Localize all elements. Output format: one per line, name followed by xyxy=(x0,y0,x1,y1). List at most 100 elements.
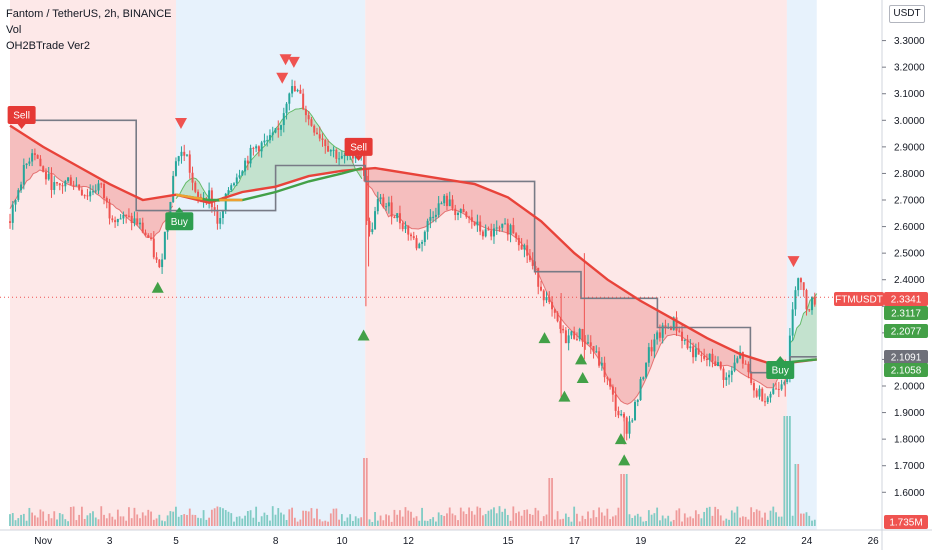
volume-bar xyxy=(61,514,64,526)
volume-bar xyxy=(512,506,515,526)
ma-fill xyxy=(365,168,784,405)
candle-body xyxy=(194,182,197,192)
candle-body xyxy=(761,388,764,402)
y-tick-label: 2.6000 xyxy=(894,222,925,233)
sell-arrow-marker xyxy=(287,56,300,68)
volume-bar xyxy=(520,515,523,526)
candle-body xyxy=(89,191,92,197)
candle-body xyxy=(548,297,551,303)
signal-label-box xyxy=(344,137,373,156)
candle-body xyxy=(324,139,327,147)
candle-body xyxy=(553,309,556,313)
candle-body xyxy=(725,377,728,380)
volume-bar xyxy=(802,513,805,526)
volume-bar xyxy=(625,474,628,526)
price-tag: 2.3117 xyxy=(884,306,928,320)
candle-body xyxy=(67,177,70,182)
candle-body xyxy=(271,132,274,136)
volume-bar xyxy=(578,521,581,526)
volume-bar xyxy=(631,517,634,526)
volume-bar xyxy=(719,515,722,526)
y-tick-label: 1.8000 xyxy=(894,435,925,446)
candle-body xyxy=(611,386,614,395)
volume-bar xyxy=(415,516,418,526)
volume-bar xyxy=(274,514,277,526)
volume-bar xyxy=(376,520,379,526)
volume-bar xyxy=(811,520,813,526)
volume-bar xyxy=(390,521,393,526)
currency-button[interactable]: USDT xyxy=(889,5,925,23)
candle-body xyxy=(578,328,581,339)
candle-body xyxy=(476,221,479,226)
volume-bar xyxy=(139,518,141,526)
volume-bar xyxy=(33,515,36,526)
candle-body xyxy=(716,362,719,366)
candle-body xyxy=(116,218,119,223)
volume-bar xyxy=(636,513,639,526)
candle-body xyxy=(423,231,426,243)
candle-body xyxy=(313,125,316,133)
candle-body xyxy=(780,384,783,390)
candle-body xyxy=(257,146,260,152)
volume-bar xyxy=(241,518,244,526)
candle-body xyxy=(587,342,590,344)
volume-bar xyxy=(230,513,233,526)
candle-body xyxy=(628,421,631,434)
candle-body xyxy=(401,223,404,230)
volume-bar xyxy=(302,510,305,526)
volume-bar xyxy=(412,517,415,526)
candle-body xyxy=(562,328,565,331)
volume-bar xyxy=(316,508,318,526)
buy-arrow-marker xyxy=(357,329,370,341)
candle-body xyxy=(122,214,125,219)
candle-body xyxy=(379,197,382,200)
volume-bar xyxy=(739,517,742,526)
volume-bar xyxy=(89,513,92,526)
volume-bar xyxy=(175,506,177,526)
volume-bar xyxy=(158,514,161,526)
candle-body xyxy=(468,216,471,218)
candle-body xyxy=(371,229,374,233)
candle-body xyxy=(473,221,476,226)
price-tag-text: 2.3117 xyxy=(891,309,921,320)
signal-label-pointer xyxy=(17,123,26,129)
candle-body xyxy=(711,353,714,362)
volume-bar xyxy=(404,507,407,526)
volume-bar xyxy=(661,515,664,526)
volume-bar xyxy=(642,521,645,526)
candle-body xyxy=(343,154,346,157)
volume-bar xyxy=(645,521,647,526)
volume-bar xyxy=(310,508,313,526)
candle-body xyxy=(567,335,570,344)
candle-body xyxy=(487,229,490,231)
volume-bar xyxy=(755,509,758,526)
volume-bar xyxy=(797,464,800,526)
candle-body xyxy=(647,347,650,363)
candle-body xyxy=(197,191,200,197)
price-tag: 2.1091 xyxy=(884,350,928,364)
volume-bar xyxy=(97,519,100,526)
candle-body xyxy=(188,154,191,173)
candle-body xyxy=(177,156,180,162)
candle-body xyxy=(172,175,175,203)
candle-body xyxy=(766,397,769,403)
volume-bar xyxy=(564,513,567,526)
candle-body xyxy=(506,223,509,235)
volume-bar xyxy=(487,510,490,526)
candle-body xyxy=(772,388,775,394)
volume-bar xyxy=(393,509,396,526)
volume-bar xyxy=(664,518,667,526)
candle-body xyxy=(437,203,440,215)
volume-bar xyxy=(736,506,739,526)
candle-body xyxy=(603,362,606,378)
volume-bar xyxy=(714,506,717,526)
candle-body xyxy=(415,238,418,249)
volume-bar xyxy=(484,514,487,526)
volume-bar xyxy=(531,514,534,526)
candle-body xyxy=(775,388,778,390)
candle-body xyxy=(327,146,330,152)
volume-bar xyxy=(506,514,509,526)
candle-body xyxy=(531,260,534,267)
trend-zones xyxy=(10,0,817,530)
